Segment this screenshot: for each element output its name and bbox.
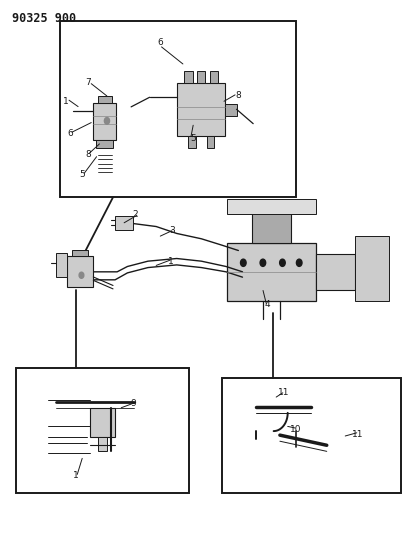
Circle shape: [279, 259, 285, 266]
Text: 8: 8: [85, 150, 91, 159]
Text: 1: 1: [73, 472, 79, 480]
Bar: [207, 135, 215, 148]
Bar: [93, 103, 116, 140]
Text: 90325 900: 90325 900: [12, 12, 76, 25]
Bar: [226, 243, 316, 301]
Bar: [316, 254, 355, 290]
Text: 7: 7: [85, 78, 91, 87]
Bar: [96, 140, 113, 148]
Bar: [185, 71, 192, 83]
Text: 9: 9: [131, 399, 136, 408]
Bar: [355, 236, 389, 301]
Text: 10: 10: [290, 425, 302, 433]
Circle shape: [104, 117, 110, 124]
Bar: [210, 71, 218, 83]
Circle shape: [79, 272, 84, 278]
Text: 5: 5: [79, 171, 85, 179]
Text: 11: 11: [352, 430, 363, 439]
Bar: [225, 104, 237, 116]
Bar: [252, 210, 291, 243]
Bar: [67, 256, 93, 287]
Bar: [115, 216, 133, 230]
Text: 2: 2: [133, 210, 139, 219]
Bar: [197, 71, 206, 83]
Text: 3: 3: [170, 227, 175, 235]
Bar: [60, 21, 296, 197]
Text: 6: 6: [67, 129, 73, 138]
Text: 11: 11: [278, 389, 289, 397]
Text: 8: 8: [236, 92, 241, 100]
Bar: [16, 368, 189, 493]
Bar: [178, 83, 225, 135]
Text: 5: 5: [190, 134, 196, 143]
Bar: [56, 253, 67, 277]
Circle shape: [240, 259, 246, 266]
Bar: [98, 96, 112, 103]
Bar: [72, 249, 88, 256]
Bar: [188, 135, 196, 148]
Bar: [222, 378, 401, 493]
Bar: [98, 437, 107, 451]
Text: 1: 1: [63, 97, 69, 106]
Bar: [226, 199, 316, 214]
Circle shape: [296, 259, 302, 266]
Text: 4: 4: [264, 301, 270, 309]
Text: 1: 1: [168, 257, 173, 265]
Circle shape: [260, 259, 266, 266]
Text: 6: 6: [157, 38, 163, 47]
Bar: [90, 408, 115, 437]
